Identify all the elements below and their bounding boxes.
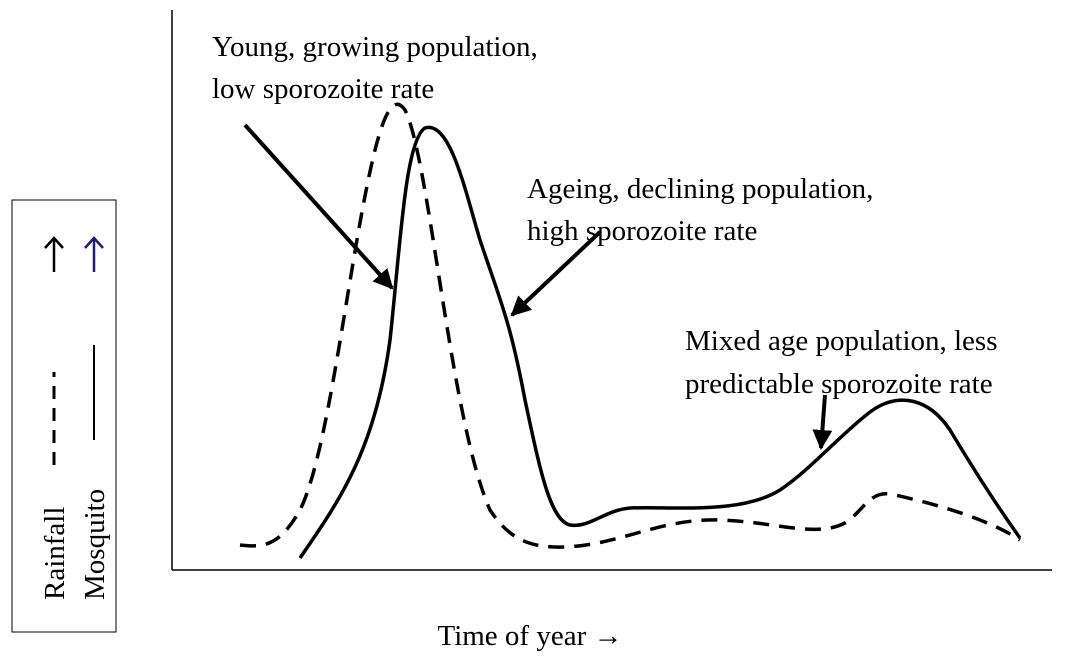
annotation-text: Ageing, declining population,	[527, 173, 873, 205]
annotation-text: Mixed age population, less	[685, 325, 998, 357]
legend-arrow	[84, 236, 104, 272]
annotation-arrow	[812, 394, 833, 450]
mosquito-curve	[298, 125, 1022, 559]
legend-box	[11, 199, 117, 633]
annotation-arrow	[510, 230, 602, 317]
legend: Rainfall Mosquito	[11, 199, 117, 633]
x-axis-label: Time of year →	[438, 620, 623, 652]
annotation-arrow	[243, 123, 394, 290]
legend-label: Mosquito	[79, 489, 111, 600]
rainfall-curve	[239, 102, 1021, 549]
annotation-text: Young, growing population,	[212, 31, 538, 63]
legend-label: Rainfall	[39, 507, 71, 600]
legend-arrow	[44, 236, 64, 272]
annotation-text: low sporozoite rate	[212, 73, 434, 105]
annotation-text: predictable sporozoite rate	[685, 368, 993, 400]
annotation-text: high sporozoite rate	[527, 215, 757, 247]
